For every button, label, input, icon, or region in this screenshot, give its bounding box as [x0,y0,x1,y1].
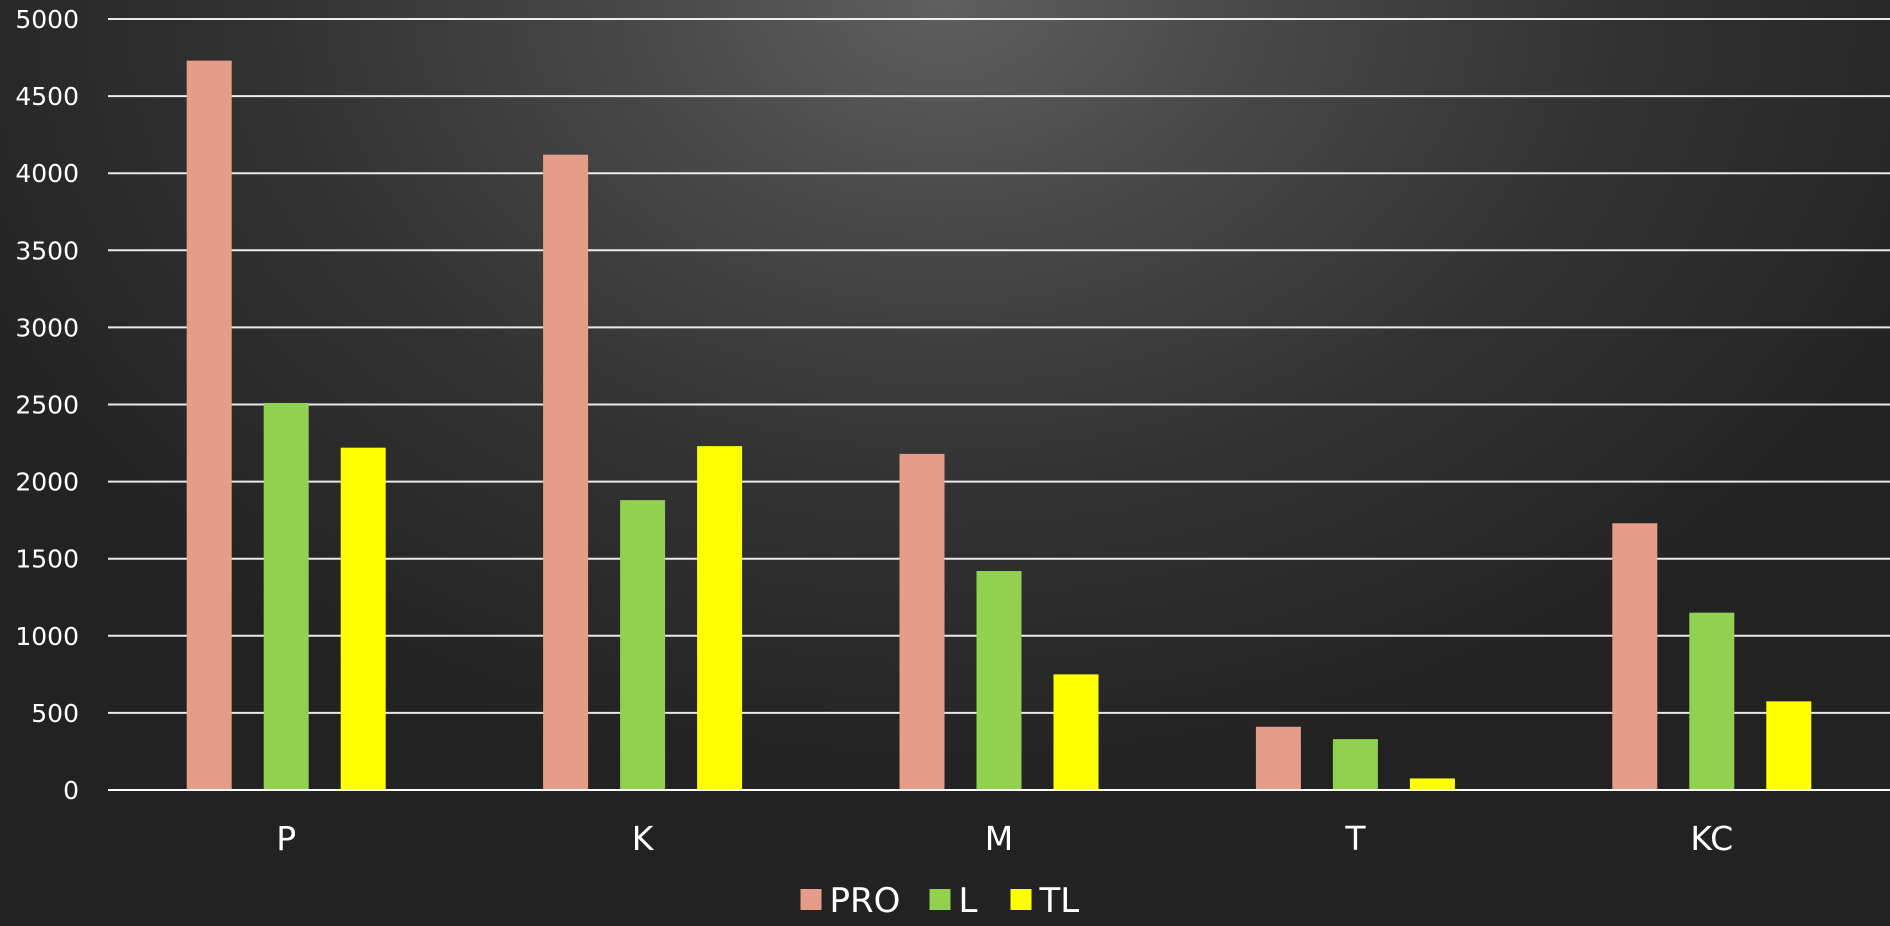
legend-item-l: L [929,881,978,921]
legend-label: L [959,881,978,921]
bar-pro-k [543,154,589,791]
y-tick-label: 1500 [15,545,79,574]
bar-tl-m [1053,674,1099,790]
gridlines [108,18,1890,714]
legend-swatch [929,889,951,910]
bar-tl-kc [1766,701,1812,790]
bar-tl-t [1409,778,1455,790]
bar-l-t [1332,739,1378,790]
y-tick-label: 2000 [15,468,79,497]
bar-l-p [263,402,309,790]
x-category-label: KC [1690,819,1733,858]
legend: PRO L TL [800,881,1080,921]
x-axis-category-labels: P K M T KC [276,819,1733,858]
y-tick-label: 1000 [15,622,79,651]
y-tick-label: 4000 [15,159,79,188]
y-tick-label: 3000 [15,313,79,342]
legend-label: TL [1039,881,1080,921]
legend-swatch [800,889,822,910]
bar-l-kc [1689,612,1735,790]
y-tick-label: 3500 [15,236,79,265]
x-category-label: K [632,819,655,858]
bar-tl-k [697,446,743,790]
y-tick-label: 5000 [15,5,79,34]
legend-label: PRO [830,881,901,921]
bars [186,60,1812,791]
bar-pro-p [186,60,232,791]
legend-item-tl: TL [1010,881,1080,921]
legend-swatch [1010,889,1032,910]
bar-l-k [620,500,666,790]
y-tick-label: 4500 [15,82,79,111]
x-category-label: T [1344,819,1366,858]
x-category-label: M [985,819,1013,858]
bar-pro-kc [1612,523,1658,790]
y-axis-tick-labels: 0 500 1000 1500 2000 2500 3000 3500 4000 4500 5000 [15,5,79,805]
x-category-label: P [276,819,296,858]
legend-item-pro: PRO [800,881,901,921]
bar-pro-t [1255,726,1301,790]
y-tick-label: 0 [63,776,79,805]
bar-l-m [976,571,1022,790]
y-tick-label: 2500 [15,391,79,420]
bar-tl-p [340,447,386,790]
y-tick-label: 500 [31,699,79,728]
bar-pro-m [899,453,945,790]
